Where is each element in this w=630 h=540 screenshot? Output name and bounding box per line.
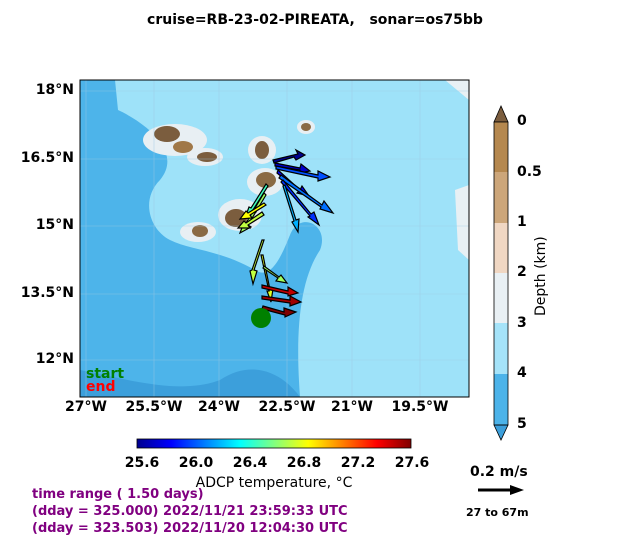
temp-tick-26-0: 26.0 xyxy=(178,455,214,471)
legend-start: start xyxy=(86,366,125,382)
velocity-vectors xyxy=(236,148,335,318)
lon-tick-21: 21°W xyxy=(331,399,373,415)
vector-arrow xyxy=(238,202,267,220)
temp-axis-label: ADCP temperature, °C xyxy=(195,475,353,491)
lon-tick-22-5: 22.5°W xyxy=(258,399,316,415)
lon-tick-19-5: 19.5°W xyxy=(391,399,449,415)
lon-tick-25-5: 25.5°W xyxy=(125,399,183,415)
info-dday-end: (dday = 325.000) 2022/11/21 23:59:33 UTC xyxy=(32,504,348,519)
vector-arrow xyxy=(236,211,265,229)
scale-label: 0.2 m/s xyxy=(470,464,528,480)
vector-arrow xyxy=(272,148,307,164)
vector-arrow xyxy=(282,184,300,234)
vector-arrow xyxy=(275,165,332,182)
info-dday-start: (dday = 323.503) 2022/11/20 12:04:30 UTC xyxy=(32,521,348,536)
lat-tick-12: 12°N xyxy=(35,351,74,367)
scale-depth-range: 27 to 67m xyxy=(466,506,529,519)
depth-axis-label: Depth (km) xyxy=(533,236,549,316)
temp-tick-25-6: 25.6 xyxy=(124,455,160,471)
lat-tick-18: 18°N xyxy=(35,82,74,98)
lon-tick-24: 24°W xyxy=(198,399,240,415)
depth-colorbar xyxy=(493,105,509,441)
plot-title: cruise=RB-23-02-PIREATA, sonar=os75bb xyxy=(147,12,483,28)
bathymetry xyxy=(80,80,469,397)
depth-tick-1: 1 xyxy=(517,214,527,230)
lat-tick-16-5: 16.5°N xyxy=(20,150,74,166)
lat-tick-15: 15°N xyxy=(35,217,74,233)
scale-arrow xyxy=(478,485,524,495)
map-frame xyxy=(79,79,470,398)
temp-tick-26-4: 26.4 xyxy=(232,455,268,471)
vector-arrow xyxy=(249,239,265,287)
vector-arrow xyxy=(262,265,289,284)
depth-tick-5: 5 xyxy=(517,416,527,432)
depth-tick-4: 4 xyxy=(517,365,527,381)
temp-tick-27-6: 27.6 xyxy=(394,455,430,471)
lat-tick-13-5: 13.5°N xyxy=(20,285,74,301)
vector-arrow xyxy=(261,284,300,297)
info-time-range: time range ( 1.50 days) xyxy=(32,487,204,502)
temp-tick-27-2: 27.2 xyxy=(340,455,376,471)
depth-tick-0-5: 0.5 xyxy=(517,164,542,180)
start-marker xyxy=(251,308,271,328)
legend-end: end xyxy=(86,379,116,395)
lon-tick-27: 27°W xyxy=(65,399,107,415)
depth-tick-3: 3 xyxy=(517,315,527,331)
depth-tick-2: 2 xyxy=(517,264,527,280)
temp-colorbar xyxy=(136,438,412,449)
vector-arrow xyxy=(261,294,303,307)
depth-tick-0: 0 xyxy=(517,113,527,129)
temp-tick-26-8: 26.8 xyxy=(286,455,322,471)
